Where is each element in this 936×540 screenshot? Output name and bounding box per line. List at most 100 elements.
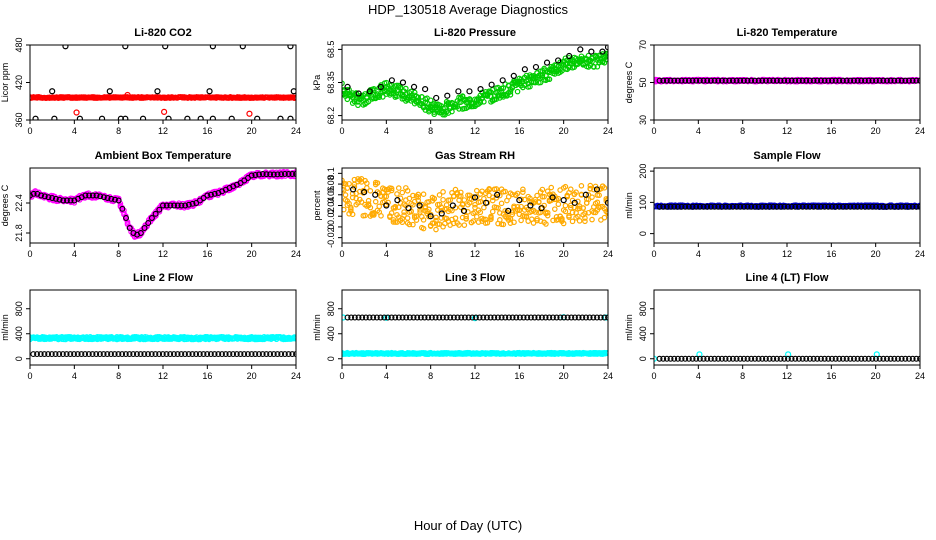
data-point [472,201,478,208]
data-point [233,351,240,358]
data-point [781,77,788,84]
data-point [59,351,66,358]
data-point [281,171,288,177]
data-point [204,192,211,199]
panel-title: Li-820 Pressure [434,27,516,39]
data-point [733,77,740,84]
data-point [370,314,377,321]
data-point [342,206,347,213]
data-point [567,186,574,193]
data-point [111,351,118,358]
data-point [252,172,259,178]
x-tick-label: 12 [158,126,168,136]
data-point [436,192,443,198]
data-point [601,214,608,221]
data-point [209,115,216,120]
data-point [539,186,546,193]
data-point [410,221,416,228]
data-point [591,63,597,70]
data-point [460,207,468,214]
data-point [133,351,140,358]
marks [30,45,296,120]
plot-frame [341,167,609,244]
data-point [520,189,526,195]
data-point [426,198,432,205]
data-point [792,355,799,362]
data-point [344,86,351,93]
data-point [507,91,514,98]
y-tick-label: 70 [638,40,648,50]
data-point [293,351,296,358]
data-point [895,355,901,362]
data-point [532,209,539,215]
x-tick-label: 12 [470,371,480,381]
data-point [759,203,766,210]
data-point [344,185,351,191]
data-point [671,203,678,210]
data-point [156,206,163,213]
data-point [342,192,349,198]
data-point [443,202,450,208]
data-point [241,351,248,358]
data-point [550,314,556,321]
data-point [278,171,285,178]
data-point [71,351,77,358]
data-point [67,351,74,358]
data-point [518,203,524,210]
data-point [450,314,457,321]
data-point [182,351,188,358]
data-point [104,195,111,201]
data-point [579,314,586,321]
data-point [671,77,678,84]
data-point [51,115,58,120]
data-point [346,180,352,187]
data-point [252,351,259,358]
data-point [751,77,758,84]
data-point [239,45,246,50]
data-point [372,191,379,198]
y-axis-label: degrees C [0,184,10,226]
y-tick-label: 68.35 [326,71,336,94]
data-point [93,192,100,199]
data-point [401,209,407,215]
data-point [344,83,351,91]
data-point [60,197,67,204]
data-point [751,203,758,210]
data-point [560,220,567,227]
x-tick-label: 20 [871,371,881,381]
data-point [108,351,114,358]
data-point [254,115,261,120]
data-point [587,182,594,189]
data-point [840,77,846,84]
data-point [685,77,692,84]
data-point [704,203,711,210]
data-point [898,77,905,84]
data-point [781,203,788,210]
data-point [744,203,751,210]
marks [654,351,920,362]
data-point [682,77,689,84]
data-point [693,77,700,84]
data-point [592,183,599,190]
data-point [847,355,854,362]
data-point [458,314,465,321]
data-point [452,215,459,221]
data-point [454,314,461,321]
data-point [174,351,181,358]
y-tick-label: 360 [14,112,24,127]
data-point [514,190,521,197]
data-point [215,351,222,358]
data-point [348,206,354,212]
data-point [520,314,527,321]
data-point [406,221,413,228]
y-tick-label: 68.2 [326,107,336,125]
series-black [30,171,296,238]
data-point [414,314,421,321]
data-point [770,203,777,210]
data-point [884,77,890,84]
y-axis-label: ml/min [0,314,10,341]
data-point [499,77,506,84]
x-tick-label: 4 [72,126,77,136]
data-point [663,203,670,210]
data-point [777,77,784,84]
